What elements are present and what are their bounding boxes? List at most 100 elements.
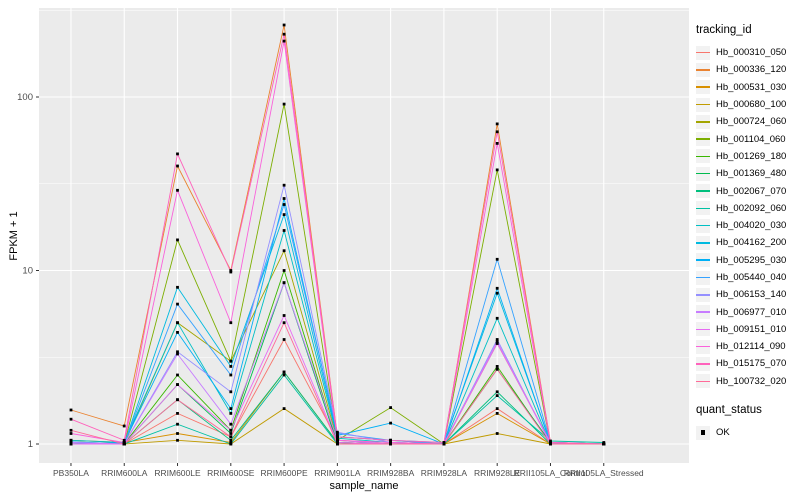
- data-point: [282, 39, 286, 43]
- data-point: [549, 439, 552, 443]
- legend-key: [696, 97, 710, 112]
- data-point: [176, 432, 179, 435]
- data-point: [176, 422, 179, 426]
- data-point: [282, 281, 286, 285]
- data-point: [229, 359, 233, 363]
- legend-key: [696, 149, 710, 164]
- x-tick-label: RRIM928LE: [474, 468, 521, 478]
- y-tick-label: 1: [28, 439, 33, 450]
- data-point: [282, 102, 286, 106]
- legend-key: [696, 322, 710, 337]
- legend-key: [696, 80, 710, 95]
- legend-item: Hb_002067_070: [690, 182, 800, 199]
- data-point: [229, 373, 233, 377]
- data-point: [229, 428, 233, 432]
- data-point: [282, 213, 286, 216]
- legend-line-swatch: [696, 190, 710, 192]
- data-point: [389, 438, 392, 442]
- data-point: [69, 428, 73, 432]
- legend-key: [696, 339, 710, 354]
- data-point: [495, 142, 499, 145]
- data-point: [69, 432, 73, 435]
- data-point: [602, 442, 606, 446]
- x-tick-label: RRIM901LA: [314, 468, 361, 478]
- data-point: [69, 438, 73, 442]
- legend-item-label: Hb_000531_030: [716, 81, 787, 93]
- legend-line-swatch: [696, 311, 710, 313]
- data-point: [282, 249, 286, 253]
- x-tick-label: RRIM600SE: [207, 468, 255, 478]
- legend-item-label: Hb_000336_120: [716, 64, 787, 76]
- legend-key: [696, 287, 710, 302]
- data-point: [176, 398, 179, 402]
- legend-key: [696, 425, 710, 440]
- legend-item: Hb_004020_030: [690, 217, 800, 234]
- legend-item: Hb_015175_070: [690, 355, 800, 372]
- data-point: [495, 122, 499, 126]
- legend-line-swatch: [696, 328, 710, 331]
- data-point: [282, 32, 286, 36]
- legend-key: [696, 270, 710, 285]
- data-point: [229, 435, 233, 439]
- legend-line-swatch: [696, 86, 710, 88]
- legend-items: Hb_000310_050 Hb_000336_120 Hb_000531_030 H…: [690, 44, 800, 390]
- x-tick-label: RRIM600LE: [154, 468, 201, 478]
- legend-key: [696, 132, 710, 147]
- legend-title-tracking-id: tracking_id: [696, 24, 752, 36]
- data-point: [495, 291, 499, 295]
- data-point: [282, 229, 286, 232]
- data-point: [495, 340, 499, 343]
- data-point: [495, 168, 499, 172]
- data-point: [282, 23, 286, 27]
- data-point: [495, 286, 499, 290]
- legend-line-swatch: [696, 172, 710, 175]
- data-point: [69, 408, 73, 412]
- data-point: [122, 424, 126, 428]
- legend-item-label: Hb_015175_070: [716, 358, 787, 370]
- data-point: [282, 269, 286, 272]
- data-point: [176, 188, 179, 192]
- legend-line-swatch: [696, 103, 710, 106]
- legend-line-swatch: [696, 51, 710, 54]
- data-point: [176, 331, 179, 334]
- data-point: [495, 394, 499, 397]
- legend-item-label: Hb_000680_100: [716, 99, 787, 111]
- data-point: [229, 407, 233, 410]
- data-point: [495, 367, 499, 371]
- data-point: [229, 432, 233, 435]
- data-point: [176, 350, 179, 354]
- legend-item: Hb_001369_480: [690, 165, 800, 182]
- data-point: [176, 412, 179, 415]
- legend-item-label: Hb_006153_140: [716, 289, 787, 301]
- legend-item: Hb_000724_060: [690, 113, 800, 130]
- data-point: [229, 438, 233, 442]
- legend-item-label: Hb_005295_030: [716, 254, 787, 266]
- legend-item: Hb_006153_140: [690, 286, 800, 303]
- data-point: [176, 164, 179, 168]
- legend-item: Hb_001269_180: [690, 148, 800, 165]
- data-point: [495, 338, 499, 341]
- data-point: [229, 270, 233, 274]
- legend-line-swatch: [696, 138, 710, 140]
- data-point: [282, 203, 286, 206]
- legend-item: Hb_012114_090: [690, 338, 800, 355]
- x-tick-label: RRIM928BA: [367, 468, 415, 478]
- legend-key: [696, 166, 710, 181]
- data-point: [442, 441, 446, 444]
- data-point: [282, 321, 286, 325]
- x-tick-label: RRIM600PE: [260, 468, 308, 478]
- data-point: [229, 390, 233, 394]
- data-point: [229, 442, 233, 446]
- data-point: [495, 130, 499, 134]
- legend-key: [696, 45, 710, 60]
- legend-item: Hb_000680_100: [690, 96, 800, 113]
- legend-item: Hb_005440_040: [690, 269, 800, 286]
- data-point: [176, 285, 179, 289]
- legend-key: [696, 356, 710, 371]
- y-tick-label: 10: [22, 266, 33, 277]
- legend-item-label: Hb_000310_050: [716, 47, 787, 59]
- data-point: [122, 441, 126, 444]
- x-tick-label: RRIM600LA: [101, 468, 148, 478]
- data-point: [495, 342, 499, 345]
